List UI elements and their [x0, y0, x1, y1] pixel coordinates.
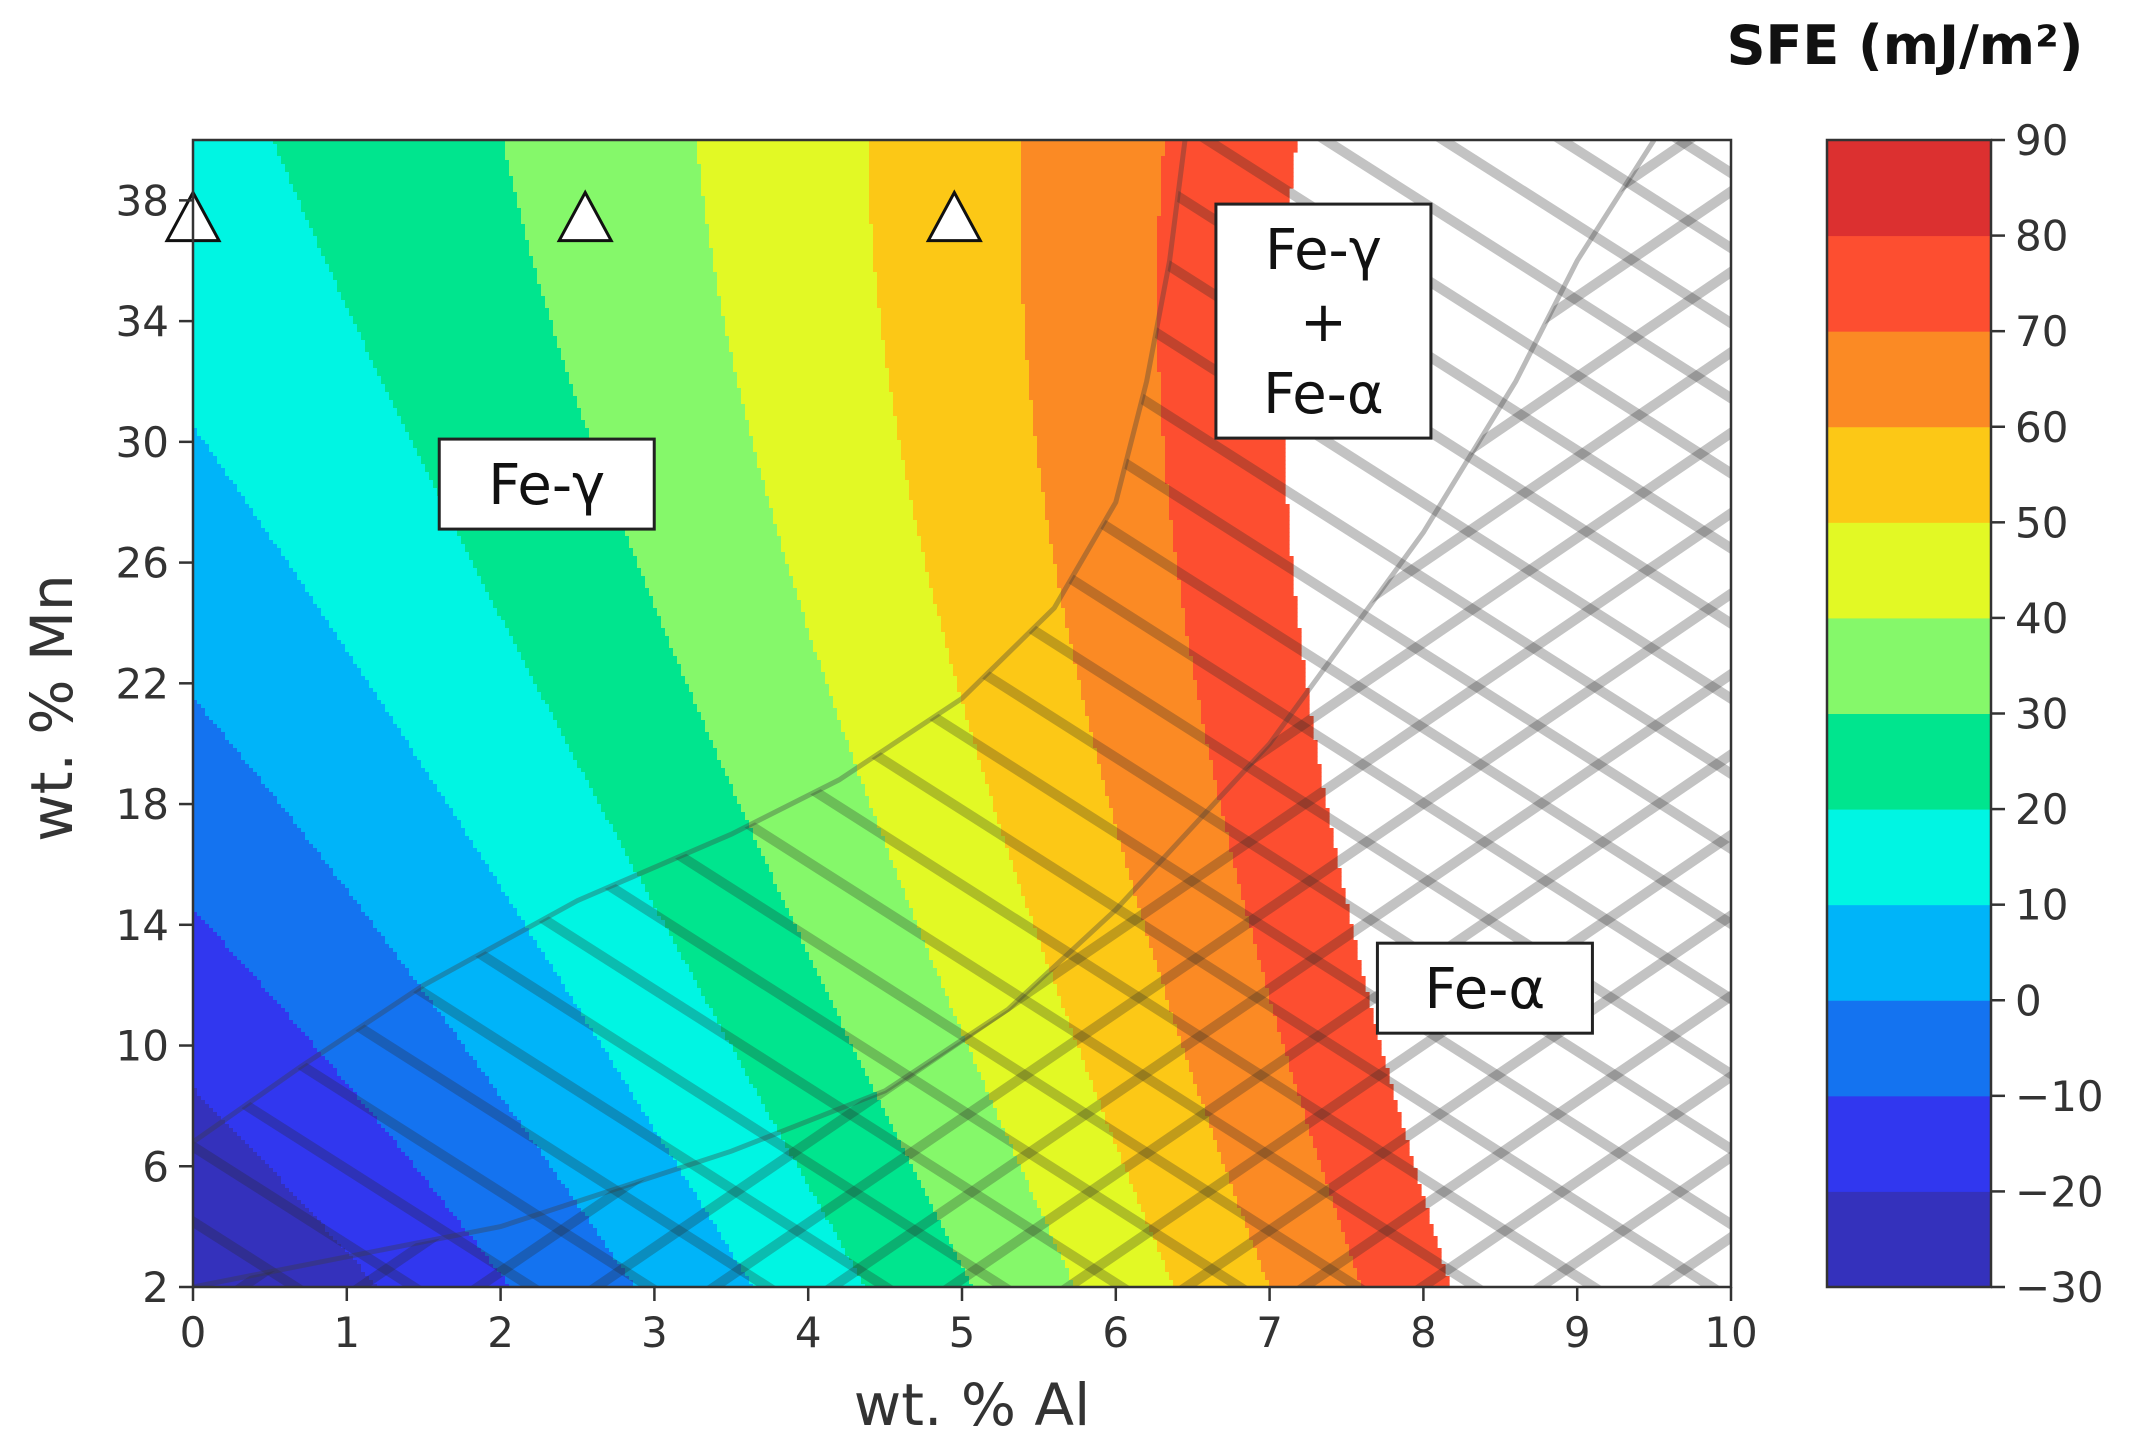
colorbar-segment — [1827, 713, 1991, 810]
y-axis-label: wt. % Mn — [18, 574, 86, 841]
colorbar-segment — [1827, 1095, 1991, 1192]
triangle-marker-3 — [925, 189, 983, 243]
colorbar-segment — [1827, 522, 1991, 619]
colorbar-tick-label: 20 — [2015, 785, 2068, 834]
x-tick-label: 7 — [1256, 1308, 1283, 1357]
colorbar-tick-label: 90 — [2015, 116, 2068, 165]
colorbar: 90 80 70 60 50 40 30 20 10 0 −10 −20 −30 — [1825, 116, 2104, 1312]
x-tick-label: 0 — [180, 1308, 207, 1357]
colorbar-tick-label: −20 — [2015, 1167, 2104, 1216]
colorbar-segment — [1827, 140, 1991, 237]
x-tick-label: 8 — [1410, 1308, 1437, 1357]
colorbar-segment — [1827, 904, 1991, 1001]
y-tick-label: 10 — [116, 1022, 169, 1071]
y-tick-label: 2 — [142, 1263, 169, 1312]
x-tick-label: 4 — [795, 1308, 822, 1357]
x-tick-label: 6 — [1102, 1308, 1129, 1357]
phase-boundary-inner — [193, 140, 1188, 1145]
colorbar-segment — [1827, 1191, 1991, 1288]
colorbar-segment — [1827, 809, 1991, 906]
colorbar-segment — [1827, 426, 1991, 523]
y-tick-label: 22 — [116, 659, 169, 708]
x-tick-label: 5 — [949, 1308, 976, 1357]
colorbar-tick-label: 0 — [2015, 976, 2042, 1025]
y-tick-label: 34 — [116, 297, 169, 346]
y-tick-label: 6 — [142, 1142, 169, 1191]
region-label-box — [1375, 941, 1594, 1035]
colorbar-tick-label: 70 — [2015, 307, 2068, 356]
colorbar-tick-label: 40 — [2015, 594, 2068, 643]
colorbar-tick-label: 10 — [2015, 881, 2068, 930]
colorbar-tick-label: 60 — [2015, 403, 2068, 452]
region-label-box — [437, 437, 656, 531]
triangle-marker-2 — [556, 189, 614, 243]
region-label-text: + — [1300, 290, 1347, 355]
y-tick-label: 38 — [116, 176, 169, 225]
colorbar-segment — [1827, 331, 1991, 428]
region-label-3: Fe-α — [1375, 941, 1594, 1035]
colorbar-segment — [1827, 235, 1991, 332]
region-label-text: Fe-γ — [1265, 218, 1382, 283]
x-tick-label: 2 — [487, 1308, 514, 1357]
x-axis-label: wt. % Al — [854, 1371, 1090, 1439]
region-label-2: Fe-γ + Fe-α — [1214, 202, 1433, 440]
x-tick-label: 1 — [333, 1308, 360, 1357]
colorbar-title: SFE (mJ/m²) — [1727, 14, 2084, 77]
region-label-text: Fe-α — [1425, 957, 1546, 1022]
chart-labels: wt. % Al wt. % Mn SFE (mJ/m²) — [18, 14, 2083, 1439]
x-tick-label: 9 — [1564, 1308, 1591, 1357]
y-tick-label: 18 — [116, 780, 169, 829]
region-label-1: Fe-γ — [437, 437, 656, 531]
x-tick-label: 3 — [641, 1308, 668, 1357]
colorbar-segment — [1827, 617, 1991, 714]
y-tick-label: 30 — [116, 418, 169, 467]
y-tick-label: 26 — [116, 539, 169, 588]
x-tick-label: 10 — [1704, 1308, 1757, 1357]
colorbar-tick-label: 50 — [2015, 498, 2068, 547]
colorbar-tick-label: 30 — [2015, 690, 2068, 739]
phase-boundary-outer — [193, 140, 1657, 1287]
y-tick-label: 14 — [116, 901, 169, 950]
sfe-contour-field — [193, 140, 1450, 1287]
colorbar-tick-label: −30 — [2015, 1263, 2104, 1312]
colorbar-segment — [1827, 1000, 1991, 1097]
region-label-text: Fe-γ — [488, 453, 605, 518]
colorbar-tick-label: −10 — [2015, 1072, 2104, 1121]
region-label-text: Fe-α — [1263, 362, 1384, 427]
colorbar-tick-label: 80 — [2015, 212, 2068, 261]
region-label-box — [1214, 202, 1433, 440]
